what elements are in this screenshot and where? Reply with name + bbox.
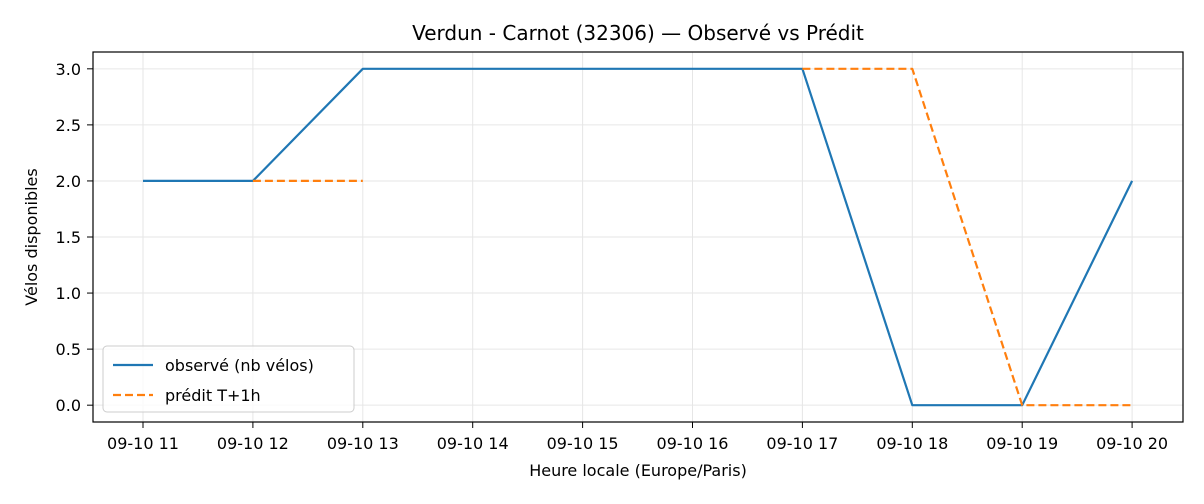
x-tick-label: 09-10 16 <box>657 434 729 453</box>
chart-title: Verdun - Carnot (32306) — Observé vs Pré… <box>412 21 864 45</box>
series-line-predit <box>802 67 1133 407</box>
y-axis: 0.0 0.5 1.0 1.5 2.0 2.5 3.0 <box>56 60 93 415</box>
x-tick-label: 09-10 19 <box>986 434 1058 453</box>
x-tick-label: 09-10 12 <box>217 434 289 453</box>
series-layer <box>143 67 1134 407</box>
y-tick-label: 3.0 <box>56 60 81 79</box>
legend-box <box>102 345 355 413</box>
legend-label-predit: prédit T+1h <box>165 386 261 405</box>
y-tick-label: 1.0 <box>56 284 81 303</box>
x-axis: 09-10 11 09-10 12 09-10 13 09-10 14 09-10 15… <box>107 422 1168 453</box>
y-tick-label: 2.0 <box>56 172 81 191</box>
legend-label-observe: observé (nb vélos) <box>165 356 314 375</box>
x-axis-label: Heure locale (Europe/Paris) <box>529 461 747 480</box>
y-tick-label: 0.5 <box>56 340 81 359</box>
x-tick-label: 09-10 18 <box>876 434 948 453</box>
x-tick-label: 09-10 17 <box>766 434 838 453</box>
y-tick-label: 2.5 <box>56 116 81 135</box>
x-tick-label: 09-10 11 <box>107 434 179 453</box>
x-tick-label: 09-10 14 <box>437 434 509 453</box>
y-tick-label: 0.0 <box>56 396 81 415</box>
legend: observé (nb vélos) prédit T+1h <box>102 345 355 413</box>
y-axis-label: Vélos disponibles <box>22 168 41 305</box>
y-tick-label: 1.5 <box>56 228 81 247</box>
x-tick-label: 09-10 20 <box>1096 434 1168 453</box>
x-tick-label: 09-10 13 <box>327 434 399 453</box>
x-tick-label: 09-10 15 <box>547 434 619 453</box>
